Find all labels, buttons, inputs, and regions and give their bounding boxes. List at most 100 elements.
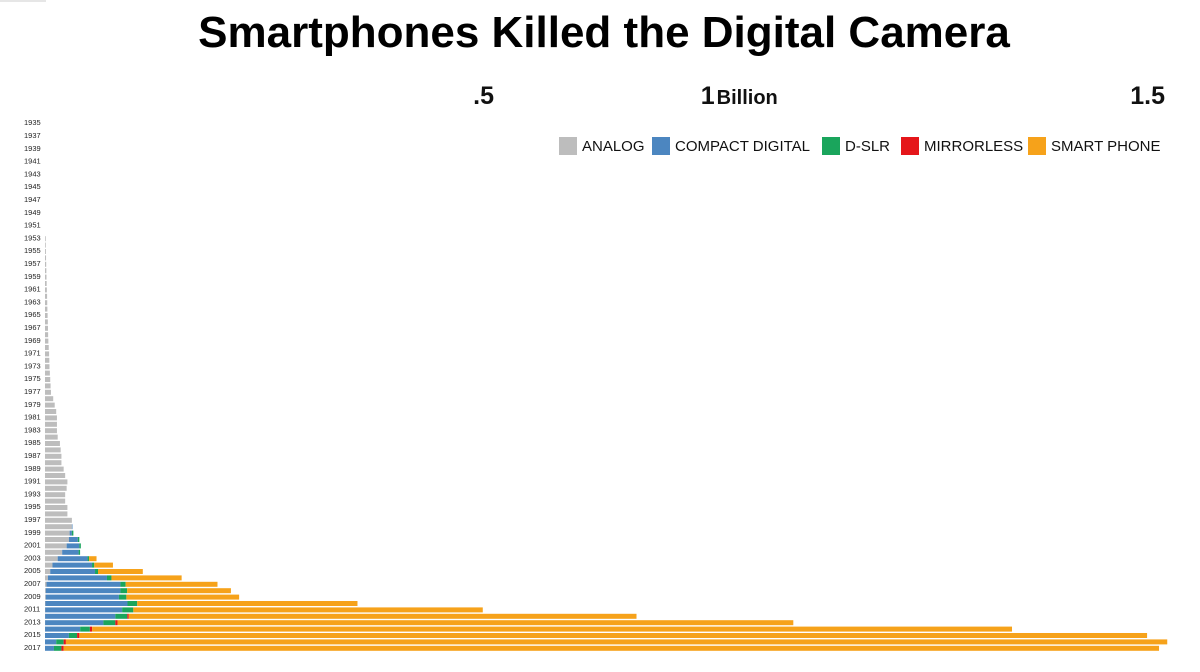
- year-label: 2007: [24, 579, 41, 588]
- bars: [45, 236, 1168, 651]
- bar-2005-dslr: [95, 569, 99, 574]
- legend-swatch-smartphone: [1028, 137, 1046, 155]
- bar-2014-dslr: [80, 626, 90, 632]
- year-label: 1969: [24, 336, 41, 345]
- bar-1962-analog: [45, 293, 48, 299]
- year-label: 1977: [24, 387, 41, 396]
- bar-1988-analog: [45, 460, 62, 466]
- bar-1989-analog: [45, 466, 64, 472]
- bar-1984-analog: [45, 434, 58, 440]
- chart-title: Smartphones Killed the Digital Camera: [198, 8, 1010, 57]
- bar-1978-analog: [45, 396, 54, 402]
- bar-2015-dslr: [68, 633, 78, 638]
- bar-1985-analog: [45, 441, 60, 446]
- year-label: 1965: [24, 310, 41, 319]
- bar-1991-analog: [45, 479, 68, 485]
- bar-1959-analog: [45, 274, 47, 280]
- year-label: 1995: [24, 502, 41, 511]
- bar-2007-smartphone: [125, 581, 218, 587]
- bar-1977-analog: [45, 389, 51, 395]
- bar-2005-analog: [45, 569, 51, 574]
- year-label: 1987: [24, 451, 41, 460]
- bar-2005-compact: [50, 569, 96, 574]
- bar-1996-analog: [45, 511, 68, 517]
- bar-2009-smartphone: [126, 594, 240, 600]
- bar-2000-compact: [68, 537, 78, 542]
- year-label: 1991: [24, 477, 41, 486]
- bar-2003-dslr: [87, 556, 90, 562]
- x-tick-label: 1: [701, 82, 715, 110]
- year-label: 1939: [24, 144, 41, 153]
- legend-swatch-dslr: [822, 137, 840, 155]
- bar-2004-compact: [52, 562, 93, 568]
- bar-2009-compact: [45, 594, 119, 600]
- bar-1976-analog: [45, 383, 51, 389]
- year-label: 1941: [24, 157, 41, 166]
- bar-2014-compact: [45, 626, 81, 632]
- bar-2011-smartphone: [133, 607, 483, 613]
- year-label: 1953: [24, 233, 41, 242]
- bar-2008-smartphone: [127, 588, 231, 594]
- year-axis: 1935 1937 1939 1941 1943 1945 1947 1949 1951 1953…: [24, 118, 41, 652]
- bar-1979-analog: [45, 402, 55, 408]
- bar-2011-dslr: [122, 607, 134, 613]
- bar-1975-analog: [45, 377, 51, 382]
- bar-2014-mirrorless: [89, 626, 93, 632]
- bar-2013-mirrorless: [115, 620, 118, 626]
- bar-1970-analog: [45, 345, 49, 350]
- year-label: 1945: [24, 182, 41, 191]
- bar-2006-dslr: [106, 575, 112, 581]
- year-label: 1975: [24, 374, 41, 383]
- bar-2006-analog: [45, 575, 48, 581]
- bar-2010-smartphone: [137, 601, 358, 606]
- bar-1993-analog: [45, 492, 66, 498]
- year-label: 2015: [24, 630, 41, 639]
- bar-2005-smartphone: [98, 569, 143, 574]
- bar-1965-analog: [45, 313, 48, 318]
- bar-1998-compact: [71, 524, 73, 530]
- year-label: 1955: [24, 246, 41, 255]
- year-label: 1957: [24, 259, 41, 268]
- bar-1955-analog: [45, 249, 46, 254]
- bar-1957-analog: [45, 261, 47, 267]
- year-label: 2017: [24, 643, 41, 652]
- bar-2007-compact: [46, 581, 121, 587]
- bar-1994-analog: [45, 498, 66, 504]
- bar-2015-compact: [45, 633, 69, 638]
- year-label: 1983: [24, 425, 41, 434]
- year-label: 1993: [24, 489, 41, 498]
- bar-2006-compact: [47, 575, 107, 581]
- bar-1968-analog: [45, 332, 49, 338]
- bar-1992-analog: [45, 485, 67, 491]
- bar-2004-dslr: [92, 562, 95, 568]
- legend-label-mirrorless: MIRRORLESS: [924, 138, 1023, 155]
- bar-1999-compact: [69, 530, 72, 536]
- bar-1966-analog: [45, 319, 48, 325]
- bar-1967-analog: [45, 325, 48, 331]
- year-label: 2011: [24, 605, 40, 614]
- bar-2013-smartphone: [117, 620, 794, 626]
- bar-2016-compact: [45, 639, 57, 645]
- bar-2017-mirrorless: [61, 645, 64, 651]
- bar-1987-analog: [45, 453, 62, 459]
- year-label: 1961: [24, 285, 41, 294]
- legend-swatch-mirrorless: [901, 137, 919, 155]
- bar-2006-smartphone: [111, 575, 182, 581]
- bar-1969-analog: [45, 338, 49, 344]
- bar-2002-dslr: [78, 549, 81, 555]
- bar-2017-dslr: [53, 645, 62, 651]
- bar-2010-compact: [45, 601, 128, 606]
- bar-1963-analog: [45, 300, 48, 306]
- bar-1961-analog: [45, 287, 47, 293]
- bar-2013-compact: [45, 620, 104, 626]
- bar-1998-analog: [45, 524, 72, 530]
- year-label: 1981: [24, 413, 41, 422]
- year-label: 1959: [24, 272, 41, 281]
- bar-2002-compact: [62, 549, 79, 555]
- bar-2012-smartphone: [128, 613, 637, 619]
- legend-swatch-compact: [652, 137, 670, 155]
- legend-swatch-analog: [559, 137, 577, 155]
- legend-label-smartphone: SMART PHONE: [1051, 138, 1160, 155]
- x-axis-unit-label: Billion: [717, 87, 778, 109]
